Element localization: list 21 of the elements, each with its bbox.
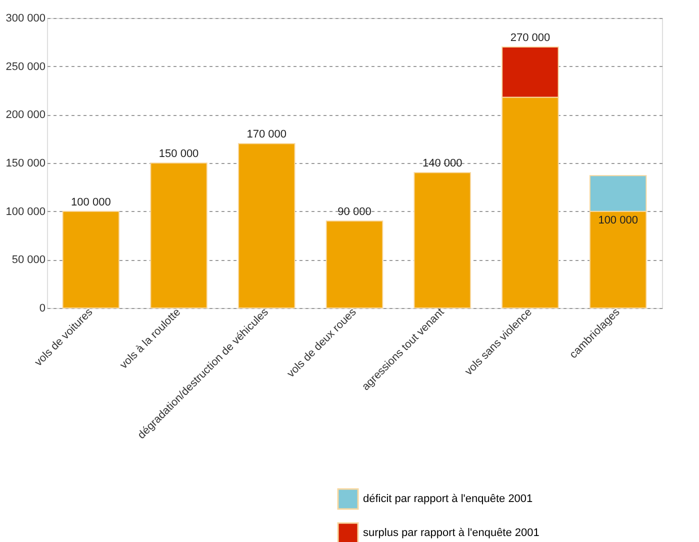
legend-label: surplus par rapport à l'enquête 2001 [363,527,540,539]
y-tick-label: 100 000 [6,206,46,218]
y-tick-label: 200 000 [6,109,46,122]
y-tick-label: 0 [39,302,46,314]
total-label: 270 000 [510,32,550,44]
y-tick-label: 50 000 [12,254,46,266]
total-label: 150 000 [158,148,199,160]
y-tick-label: 150 000 [6,158,46,170]
y-tick-label: 250 000 [6,60,46,73]
total-label: 170 000 [246,128,287,141]
bar [414,172,471,308]
total-label: 90 000 [338,206,372,218]
y-tick-label: 300 000 [6,12,46,24]
data-label: 100 000 [598,214,638,226]
total-label: 140 000 [422,158,462,170]
legend-label: déficit par rapport à l'enquête 2001 [363,493,533,505]
bar [238,143,296,308]
bar [326,220,384,308]
bar [62,210,120,308]
bar [150,162,208,308]
total-label: 100 000 [71,196,111,208]
